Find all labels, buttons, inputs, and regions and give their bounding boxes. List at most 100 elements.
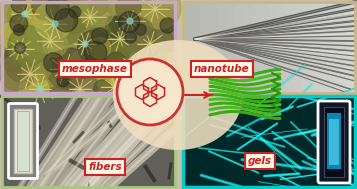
Text: mesophase: mesophase — [62, 64, 128, 74]
FancyBboxPatch shape — [14, 109, 32, 173]
Circle shape — [43, 61, 77, 96]
Bar — [278, 2, 286, 93]
Text: nanotube: nanotube — [194, 64, 250, 74]
Circle shape — [141, 56, 169, 83]
Circle shape — [22, 11, 28, 17]
Circle shape — [160, 18, 175, 33]
Bar — [217, 2, 226, 93]
Circle shape — [29, 52, 65, 87]
Bar — [183, 2, 355, 93]
Circle shape — [48, 0, 88, 26]
Bar — [252, 2, 260, 93]
Circle shape — [47, 8, 84, 44]
Circle shape — [31, 33, 48, 50]
Circle shape — [95, 8, 116, 29]
Circle shape — [8, 26, 49, 66]
Bar — [200, 2, 209, 93]
Circle shape — [94, 80, 111, 97]
Circle shape — [117, 59, 183, 125]
Circle shape — [20, 49, 51, 80]
Circle shape — [19, 74, 49, 104]
FancyBboxPatch shape — [9, 104, 37, 178]
Circle shape — [15, 43, 25, 53]
Circle shape — [127, 61, 163, 97]
FancyBboxPatch shape — [324, 107, 344, 177]
Circle shape — [52, 0, 92, 34]
Circle shape — [22, 69, 40, 86]
Circle shape — [105, 15, 146, 56]
Circle shape — [17, 30, 47, 59]
Bar — [209, 2, 217, 93]
Circle shape — [142, 40, 167, 66]
Bar — [329, 2, 338, 93]
Circle shape — [78, 24, 121, 67]
Circle shape — [0, 23, 22, 48]
Text: fibers: fibers — [88, 162, 122, 172]
Circle shape — [27, 29, 55, 56]
Circle shape — [135, 73, 167, 105]
Circle shape — [79, 0, 115, 27]
Circle shape — [47, 51, 85, 89]
Circle shape — [12, 29, 47, 64]
Circle shape — [32, 0, 59, 20]
Bar — [286, 2, 295, 93]
Circle shape — [7, 17, 35, 46]
Circle shape — [156, 61, 175, 80]
Bar — [346, 2, 355, 93]
Circle shape — [69, 6, 81, 18]
Circle shape — [14, 26, 49, 61]
Circle shape — [94, 20, 125, 51]
Circle shape — [96, 67, 114, 85]
Circle shape — [108, 67, 136, 95]
FancyBboxPatch shape — [327, 113, 341, 169]
Circle shape — [22, 0, 55, 25]
Bar — [183, 2, 355, 93]
Circle shape — [77, 30, 111, 64]
Circle shape — [152, 26, 176, 50]
Bar — [321, 2, 329, 93]
Ellipse shape — [113, 40, 243, 150]
Circle shape — [106, 16, 127, 38]
Circle shape — [46, 0, 69, 20]
Circle shape — [86, 4, 108, 25]
Circle shape — [90, 37, 111, 59]
Circle shape — [13, 25, 24, 36]
Circle shape — [158, 47, 175, 64]
Circle shape — [147, 29, 174, 55]
Bar — [192, 2, 200, 93]
Circle shape — [91, 15, 108, 33]
Bar — [312, 2, 321, 93]
Circle shape — [11, 0, 27, 13]
Bar — [183, 96, 355, 187]
Circle shape — [7, 0, 41, 33]
Circle shape — [139, 0, 181, 29]
Circle shape — [55, 9, 78, 32]
Circle shape — [125, 32, 136, 43]
Circle shape — [85, 41, 107, 64]
Circle shape — [0, 41, 21, 68]
Bar — [183, 96, 355, 187]
Circle shape — [0, 55, 34, 90]
Circle shape — [154, 8, 176, 29]
Bar — [226, 2, 235, 93]
Circle shape — [37, 86, 43, 92]
Circle shape — [94, 24, 111, 40]
Circle shape — [15, 0, 48, 29]
Circle shape — [10, 15, 28, 32]
Circle shape — [133, 25, 172, 63]
Bar — [260, 2, 269, 93]
Circle shape — [4, 40, 46, 83]
Circle shape — [119, 17, 155, 52]
Bar — [235, 2, 243, 93]
Bar — [2, 2, 175, 93]
Circle shape — [83, 9, 112, 39]
Circle shape — [50, 48, 89, 87]
Bar — [269, 2, 278, 93]
Circle shape — [3, 41, 38, 76]
Circle shape — [52, 21, 58, 27]
Circle shape — [49, 0, 85, 26]
Circle shape — [91, 28, 108, 44]
Circle shape — [119, 12, 140, 33]
Circle shape — [52, 0, 76, 24]
Circle shape — [46, 58, 63, 75]
